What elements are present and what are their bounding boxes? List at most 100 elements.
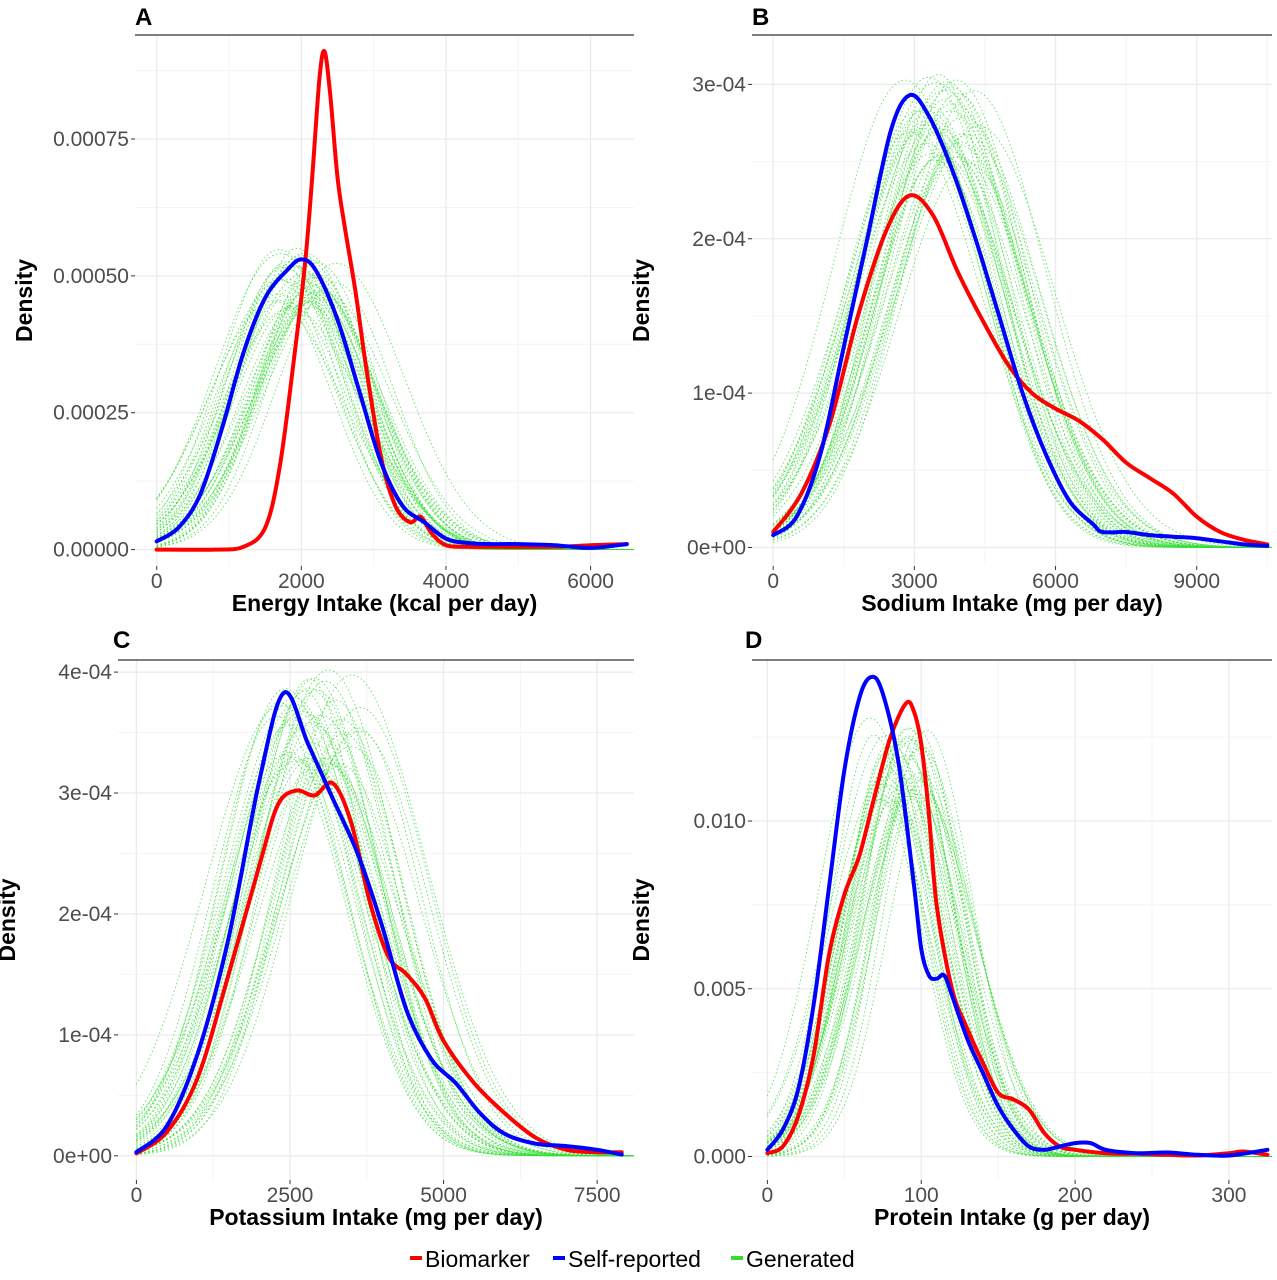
series-self-reported: [765, 674, 1270, 1158]
panel-letter: C: [113, 627, 130, 654]
generated-curve: [136, 669, 634, 1157]
generated-curve: [767, 776, 1272, 1157]
generated-curve: [136, 677, 634, 1157]
generated-curve: [136, 680, 634, 1157]
x-tick-label: 300: [1211, 1184, 1246, 1207]
x-tick-label: 4000: [423, 570, 470, 593]
plot-area: [771, 74, 1272, 548]
y-tick-label: 0.00025: [53, 402, 129, 425]
legend-swatch-biomarker: [410, 1256, 422, 1260]
legend-label-self-reported: Self-reported: [568, 1246, 701, 1272]
generated-curve: [772, 128, 1272, 548]
x-tick-label: 3000: [891, 570, 938, 593]
generated-curve: [767, 756, 1272, 1157]
generated-curve: [767, 737, 1272, 1157]
generated-curve: [136, 757, 634, 1157]
x-tick-label: 2000: [278, 570, 325, 593]
x-axis-title: Energy Intake (kcal per day): [232, 590, 538, 616]
generated-curve: [772, 119, 1272, 548]
generated-curve: [767, 735, 1272, 1157]
generated-curve: [156, 299, 634, 551]
generated-curve: [156, 262, 634, 551]
legend-label-biomarker: Biomarker: [425, 1246, 530, 1272]
generated-curve: [772, 132, 1272, 548]
y-tick-label: 3e-04: [692, 73, 746, 96]
panel-letter: A: [135, 4, 152, 31]
generated-curve: [767, 789, 1272, 1157]
generated-curve: [772, 116, 1272, 548]
generated-curve: [136, 687, 634, 1157]
generated-curve: [136, 727, 634, 1157]
y-tick-label: 4e-04: [58, 661, 112, 684]
generated-curve: [156, 278, 634, 551]
x-tick-label: 5000: [420, 1184, 467, 1207]
generated-curve: [772, 116, 1272, 548]
generated-curve: [156, 288, 634, 551]
panel-protein-intake: 0 100 200 300 0.000 0.005 0.010 D Protein Intake…: [628, 627, 1272, 1230]
generated-curve: [773, 141, 1272, 548]
generated-curve: [136, 688, 634, 1157]
x-tick-label: 0: [151, 570, 163, 593]
generated-curve: [772, 93, 1272, 548]
generated-curve: [156, 306, 634, 551]
generated-curve: [156, 278, 634, 551]
generated-curve: [156, 306, 634, 551]
generated-curve: [767, 776, 1272, 1157]
x-tick-label: 0: [762, 1184, 774, 1207]
generated-curve: [156, 299, 634, 551]
x-tick-label: 7500: [574, 1184, 621, 1207]
generated-curve: [136, 702, 634, 1157]
generated-curve: [136, 742, 634, 1157]
generated-curve: [767, 734, 1272, 1157]
generated-curve: [156, 300, 634, 551]
generated-curve: [156, 300, 634, 551]
generated-curve: [767, 739, 1272, 1157]
generated-curve: [767, 780, 1272, 1157]
panel-letter: D: [745, 627, 762, 654]
generated-curve: [136, 757, 634, 1157]
generated-curve: [767, 743, 1272, 1157]
plot-area: [154, 48, 634, 552]
y-axis-title: Density: [11, 259, 37, 342]
x-tick-label: 6000: [567, 570, 614, 593]
generated-curve: [136, 764, 634, 1157]
series-biomarker: [765, 699, 1270, 1158]
y-tick-label: 0e+00: [53, 1145, 112, 1168]
generated-curve: [772, 110, 1272, 548]
generated-curve: [156, 285, 634, 551]
plot-area: [765, 674, 1272, 1158]
generated-curve: [136, 746, 634, 1157]
x-tick-label: 200: [1058, 1184, 1093, 1207]
generated-curve: [773, 134, 1272, 548]
generated-curve: [773, 156, 1272, 548]
y-tick-label: 2e-04: [692, 228, 746, 251]
y-axis-title: Density: [0, 878, 20, 961]
generated-curve: [136, 678, 634, 1157]
legend-swatch-generated: [731, 1256, 743, 1260]
generated-curve: [767, 745, 1272, 1157]
generated-curve: [136, 763, 634, 1157]
x-tick-label: 9000: [1173, 570, 1220, 593]
x-axis-title: Potassium Intake (mg per day): [209, 1204, 543, 1230]
y-axis-title: Density: [628, 878, 654, 961]
generated-curve: [156, 300, 634, 551]
y-tick-label: 0.00050: [53, 265, 129, 288]
x-tick-label: 0: [131, 1184, 143, 1207]
x-axis-title: Sodium Intake (mg per day): [861, 590, 1163, 616]
generated-curve: [767, 745, 1272, 1157]
x-tick-label: 0: [767, 570, 779, 593]
generated-curve: [767, 740, 1272, 1157]
series-biomarker: [134, 780, 624, 1156]
x-tick-label: 2500: [267, 1184, 314, 1207]
panel-potassium-intake: 0 2500 5000 7500 0e+00 1e-04 2e-04 3e-04 4e-04C P…: [0, 627, 634, 1230]
y-tick-label: 3e-04: [58, 782, 112, 805]
y-axis-title: Density: [628, 259, 654, 342]
series-self-reported: [134, 690, 624, 1157]
x-axis-title: Protein Intake (g per day): [874, 1204, 1150, 1230]
generated-curve: [772, 110, 1272, 548]
generated-curve: [767, 799, 1272, 1157]
generated-curve: [156, 291, 634, 551]
generated-curve: [766, 717, 1272, 1157]
y-tick-label: 2e-04: [58, 903, 112, 926]
generated-curve: [156, 248, 634, 551]
